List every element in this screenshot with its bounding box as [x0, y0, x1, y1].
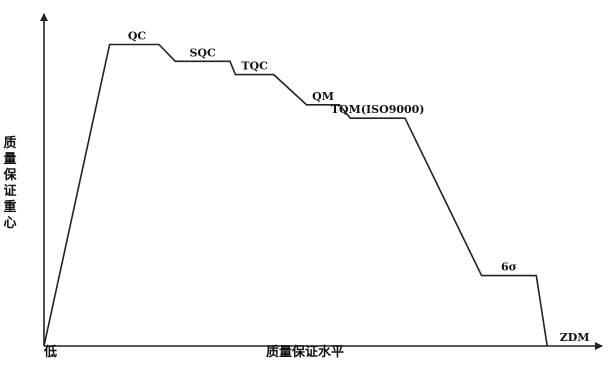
y-axis-title: 质量保证重心 [3, 136, 17, 231]
stage-label: ZDM [560, 331, 590, 344]
stage-label: TQC [241, 60, 268, 73]
stage-label: 6σ [501, 261, 517, 274]
origin-label: 低 [44, 345, 58, 360]
quality-profile-line [43, 43, 548, 347]
stage-label: QM [312, 90, 334, 103]
x-axis-title: 质量保证水平 [265, 345, 344, 360]
stage-label: SQC [189, 46, 216, 59]
stage-label: TQM(ISO9000) [331, 103, 425, 116]
stage-label: QC [128, 30, 147, 43]
